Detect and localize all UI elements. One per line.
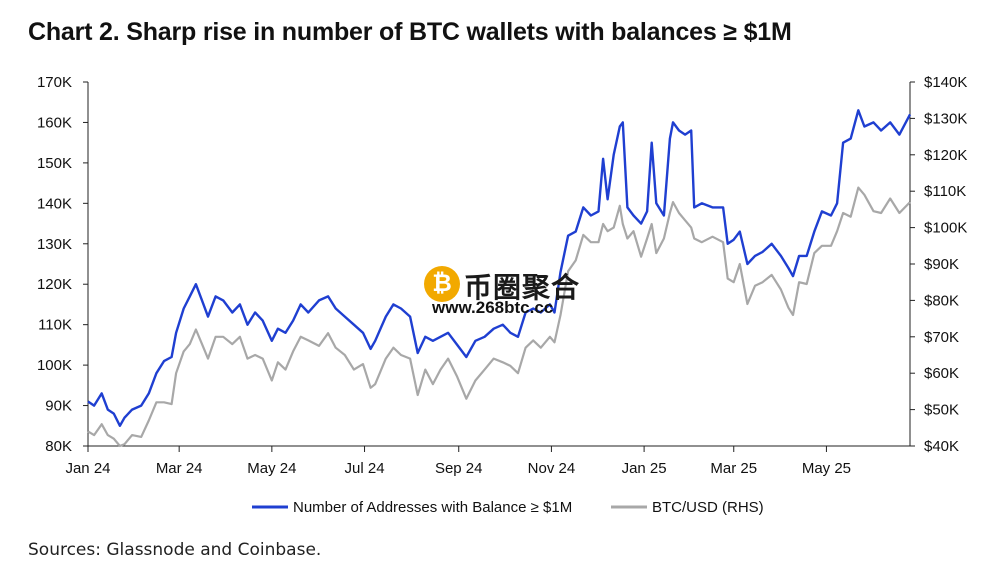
series-line-addresses (87, 109, 912, 427)
x-tick-label: May 24 (247, 460, 296, 477)
y-right-tick-label: $100K (924, 220, 967, 237)
y-right-tick-label: $130K (924, 110, 967, 127)
y-right-tick-label: $110K (924, 183, 966, 200)
series-layer (87, 109, 912, 448)
y-left-tick-label: 110K (38, 317, 72, 334)
y-right-tick-label: $50K (924, 402, 959, 419)
watermark-url: www.268btc.cc (432, 298, 554, 317)
y-right-tick-label: $70K (924, 329, 959, 346)
x-tick-label: Jan 24 (65, 460, 110, 477)
y-left-tick-label: 170K (37, 74, 72, 91)
y-right-tick-label: $60K (924, 365, 959, 382)
x-tick-label: Sep 24 (435, 460, 483, 477)
x-tick-label: Nov 24 (528, 460, 576, 477)
legend: Number of Addresses with Balance ≥ $1M BT… (252, 499, 764, 516)
source-note: Sources: Glassnode and Coinbase. (28, 540, 322, 560)
x-tick-label: Jan 25 (622, 460, 667, 477)
axes: 80K 90K 100K 110K 120K 130K 140K 150K 160K 170K $4… (37, 74, 967, 477)
y-left-tick-label: 150K (37, 155, 72, 172)
x-tick-label: Mar 24 (156, 460, 203, 477)
y-right-tick-label: $140K (924, 74, 967, 91)
watermark-text: 币圈聚合 (464, 271, 581, 304)
y-left-tick-label: 80K (45, 438, 72, 455)
chart-title: Chart 2. Sharp rise in number of BTC wal… (28, 18, 792, 46)
watermark: ₿ 币圈聚合 www.268btc.cc (424, 262, 589, 324)
y-right-tick-label: $90K (924, 256, 959, 273)
y-left-tick-label: 90K (45, 398, 72, 415)
bitcoin-coin-icon: ₿ (424, 266, 460, 302)
x-tick-label: Mar 25 (710, 460, 757, 477)
y-left-tick-label: 130K (37, 236, 72, 253)
y-left-tick-label: 120K (37, 276, 72, 293)
y-left-tick-label: 140K (37, 195, 72, 212)
y-right-tick-label: $40K (924, 438, 959, 455)
y-left-tick-label: 160K (37, 114, 72, 131)
y-right-tick-label: $80K (924, 292, 959, 309)
legend-label: Number of Addresses with Balance ≥ $1M (293, 499, 572, 516)
x-tick-label: Jul 24 (345, 460, 385, 477)
y-left-tick-label: 100K (37, 357, 72, 374)
series-line-btc-usd (87, 186, 911, 448)
x-tick-label: May 25 (802, 460, 851, 477)
legend-label: BTC/USD (RHS) (652, 499, 764, 516)
y-right-tick-label: $120K (924, 147, 967, 164)
